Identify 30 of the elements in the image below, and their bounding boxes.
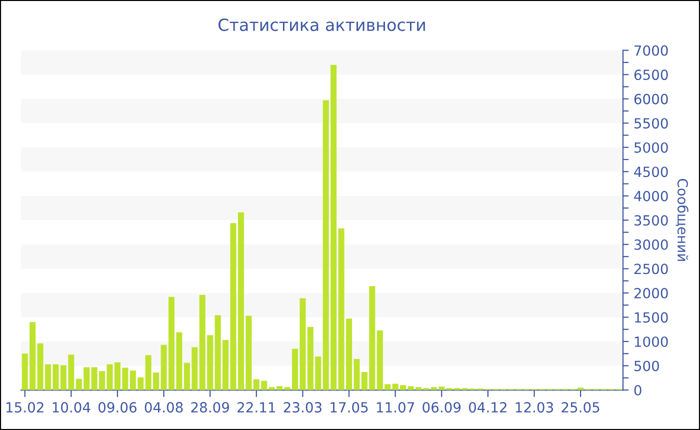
y-tick-label: 6500	[634, 70, 668, 80]
x-tick-label: 04.12	[468, 402, 506, 413]
y-tick-label: 3000	[634, 239, 668, 250]
x-tick-label: 04.08	[144, 402, 183, 413]
x-tick-label: 10.04	[52, 402, 90, 413]
x-tick-label: 28.09	[191, 402, 229, 413]
x-tick-label: 23.03	[284, 402, 322, 413]
x-tick-label: 17.05	[330, 402, 368, 413]
x-tick-label: 15.02	[6, 402, 44, 413]
y-tick-label: 7000	[634, 45, 668, 56]
x-tick-label: 12.03	[516, 402, 554, 413]
y-tick-label: 2500	[634, 264, 668, 274]
y-tick-label: 2000	[634, 288, 668, 298]
y-tick-label: 5500	[634, 118, 668, 129]
y-tick-label: 500	[634, 360, 660, 372]
x-tick-label: 06.09	[422, 402, 461, 413]
y-tick-label: 6000	[634, 94, 668, 104]
y-tick-label: 4500	[634, 166, 668, 178]
y-tick-label: 1500	[634, 312, 668, 323]
y-tick-label: 3500	[634, 215, 668, 226]
y-axis-title: Сообщений	[676, 178, 688, 261]
y-tick-label: 4000	[634, 190, 668, 202]
y-tick-label: 0	[634, 384, 642, 396]
x-tick-label: 22.11	[238, 402, 275, 412]
x-tick-label: 11.07	[376, 402, 414, 413]
chart-title: Статистика активности	[218, 18, 425, 32]
x-tick-label: 09.06	[98, 402, 136, 413]
x-tick-label: 25.05	[562, 402, 600, 413]
y-tick-label: 1000	[634, 336, 668, 347]
y-tick-label: 5000	[634, 142, 668, 153]
